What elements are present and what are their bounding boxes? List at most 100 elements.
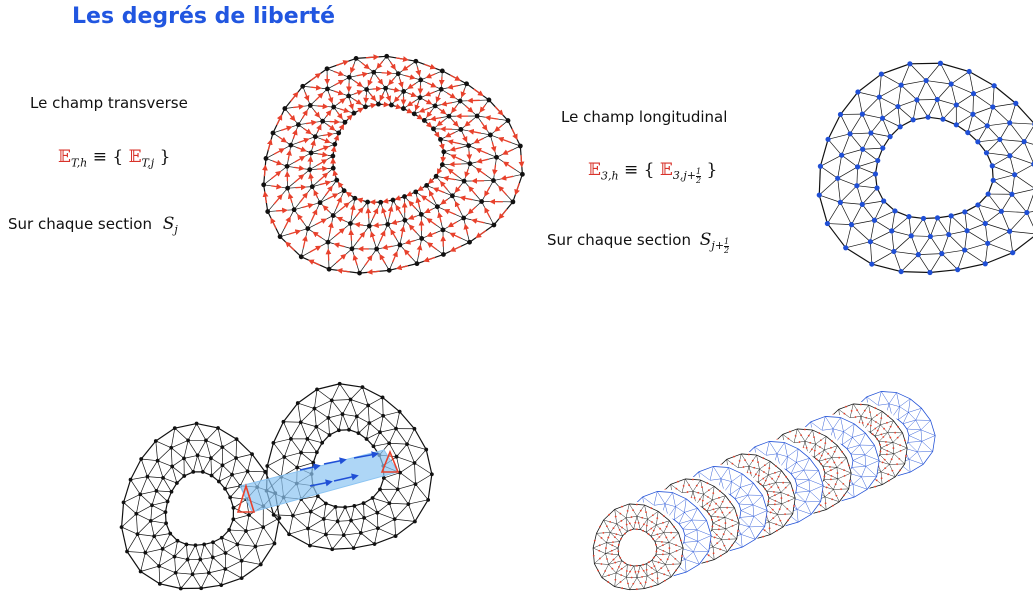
mesh-node [487,132,493,138]
mesh-node [182,474,187,478]
edge-dof-arrow [262,164,268,177]
mesh-edge [734,494,748,499]
node-dof [940,116,946,122]
transverse-heading: Le champ transverse [30,94,188,112]
mesh-node [172,554,177,559]
mesh-edge [691,508,698,521]
mesh-node [244,529,248,533]
mesh-edge [140,571,161,585]
mesh-edge [877,403,890,406]
mesh-edge [906,428,921,431]
mesh-node [165,499,170,504]
mesh-edge [383,477,398,490]
mesh-edge [170,428,176,448]
edge-dof-dot [655,543,657,546]
mesh-edge [972,106,993,115]
mesh-edge [653,503,666,506]
mesh-edge [331,534,345,550]
mesh-edge [842,437,853,445]
mesh-node [343,505,348,510]
mesh-edge [414,449,427,464]
mesh-edge [899,406,909,413]
mesh-edge [840,496,855,502]
edge-dof-arrow [511,128,518,140]
edge-dof-dot [629,570,631,573]
edge-dof-arrow [354,221,364,228]
edge-dof-dot [771,477,773,480]
mesh-edge [870,132,891,137]
edge-dof-dot [650,566,653,569]
mesh-node [349,518,353,523]
mesh-edge [664,503,676,507]
mesh-edge [827,139,842,156]
edge-dof-dot [711,518,713,521]
mesh-edge [301,495,318,500]
edge-dof-dot [731,544,733,547]
edge-dof-dot [706,502,709,505]
mesh-edge [942,104,957,120]
mesh-edge [192,559,201,575]
mesh-edge [389,489,398,504]
mesh-edge [794,478,809,481]
mesh-node [253,544,258,549]
mesh-edge [383,411,400,417]
edge-dof-dot [619,556,622,559]
mesh-edge [818,166,821,196]
edge-dof-arrow [318,145,330,151]
mesh-edge [897,85,902,107]
mesh-edge [1011,189,1033,195]
edge-dof-dot [865,416,868,419]
edge-dof-dot [875,414,878,417]
mesh-node [405,442,409,447]
mesh-edge [137,520,152,535]
mesh-edge [749,526,765,528]
mesh-node [309,184,315,190]
edge-dof-dot [707,554,710,557]
edge-dof-arrow [315,218,328,225]
edge-dof-dot [905,455,907,457]
mesh-edge [675,506,685,513]
node-dof [948,213,954,219]
mesh-edge [697,541,709,552]
mesh-edge [174,427,189,441]
edge-dof-dot [675,544,677,547]
edge-dof-dot [826,461,829,463]
mesh-node [311,460,316,465]
mesh-node [327,433,332,437]
mesh-edge [342,413,357,417]
edge-dof-arrow [354,80,363,87]
edge-dof-arrow [333,134,340,141]
edge-dof-dot [650,527,653,530]
edge-dof-arrow [427,177,435,185]
mesh-edge [987,230,1010,244]
section-sub: j [174,223,178,236]
mesh-node [387,441,392,446]
edge-dof-arrow [327,221,334,234]
edge-dof-dot [607,581,610,583]
mesh-edge [862,113,872,134]
mesh-edge [896,392,911,400]
mesh-node [295,465,300,470]
node-dof [910,117,916,123]
section-mask [591,502,683,594]
edge-dof-dot [630,576,633,579]
edge-dof-dot [632,582,635,585]
edge-dof-dot [880,477,883,480]
node-dof [982,220,988,227]
mesh-edge [734,487,741,499]
mesh-edge [140,458,148,477]
edge-dof-arrow [317,151,329,158]
edge-dof-arrow [389,61,396,71]
mesh-edge [314,408,317,427]
mesh-node [458,127,464,132]
edge-dof-dot [863,409,866,412]
mesh-node [282,106,288,111]
mesh-edge [730,487,741,495]
mesh-edge [202,458,212,473]
mesh-edge [787,448,799,457]
edge-dof-arrow [424,99,433,105]
mesh-edge [1024,141,1033,145]
edge-dof-dot [701,486,703,489]
edge-dof-dot [659,527,661,530]
mesh-edge [233,514,250,520]
